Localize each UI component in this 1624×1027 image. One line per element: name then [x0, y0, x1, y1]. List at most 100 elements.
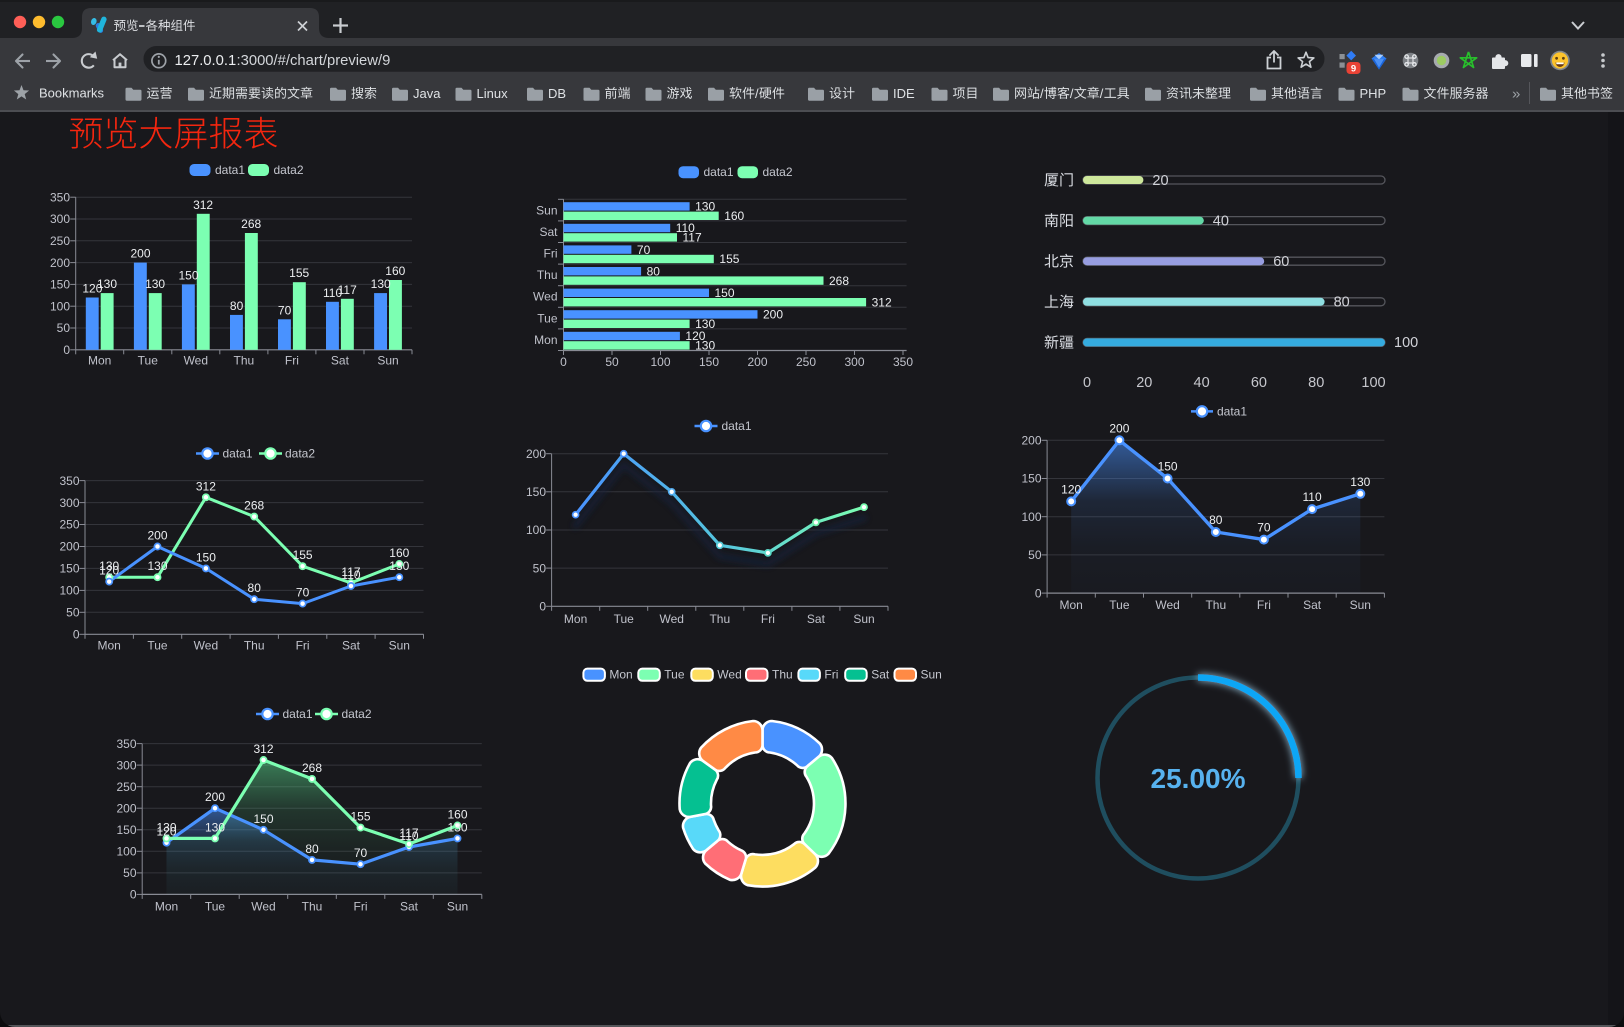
svg-text:150: 150	[1158, 460, 1178, 474]
svg-text:data1: data1	[283, 707, 313, 721]
svg-text:20: 20	[1152, 173, 1168, 189]
svg-text:160: 160	[385, 264, 405, 278]
svg-text:DB: DB	[548, 86, 566, 101]
svg-text:117: 117	[338, 283, 357, 297]
svg-text:110: 110	[323, 286, 342, 300]
svg-text:Thu: Thu	[537, 268, 558, 282]
svg-text:Tue: Tue	[205, 900, 226, 914]
svg-text:Wed: Wed	[533, 290, 557, 304]
svg-text:Sun: Sun	[389, 638, 410, 652]
svg-text:80: 80	[1308, 375, 1324, 391]
svg-text:268: 268	[244, 499, 264, 513]
svg-text:data1: data1	[223, 447, 253, 461]
svg-text:110: 110	[341, 568, 360, 582]
svg-text:Tue: Tue	[537, 311, 558, 325]
svg-text:50: 50	[605, 355, 619, 369]
svg-text:50: 50	[66, 606, 80, 620]
svg-text:70: 70	[354, 846, 368, 860]
svg-text:117: 117	[683, 231, 702, 245]
svg-text:155: 155	[289, 266, 309, 280]
svg-text:Mon: Mon	[98, 638, 121, 652]
svg-text:150: 150	[59, 562, 79, 576]
svg-text:200: 200	[130, 247, 150, 261]
svg-text:Bookmarks: Bookmarks	[39, 86, 105, 101]
svg-text:155: 155	[719, 252, 739, 266]
svg-text:data1: data1	[1217, 405, 1247, 419]
svg-text:200: 200	[1109, 421, 1129, 435]
svg-text:»: »	[1512, 86, 1520, 103]
svg-text:312: 312	[196, 479, 216, 493]
svg-text:200: 200	[147, 529, 167, 543]
svg-text:150: 150	[178, 268, 198, 282]
svg-text:Mon: Mon	[155, 900, 178, 914]
svg-text:80: 80	[230, 299, 244, 313]
svg-text:300: 300	[50, 212, 70, 226]
svg-text:Wed: Wed	[659, 612, 683, 626]
svg-text:Sun: Sun	[377, 354, 398, 368]
svg-text:150: 150	[715, 286, 735, 300]
svg-text:80: 80	[305, 842, 319, 856]
svg-text:Thu: Thu	[772, 668, 793, 682]
svg-text:117: 117	[341, 565, 360, 579]
svg-text:120: 120	[82, 282, 102, 296]
svg-text:100: 100	[1361, 375, 1385, 391]
svg-text:Sat: Sat	[342, 638, 361, 652]
svg-text:Wed: Wed	[717, 668, 741, 682]
svg-text:130: 130	[145, 277, 165, 291]
svg-text:/: /	[1040, 86, 1044, 101]
svg-text:250: 250	[59, 518, 79, 532]
svg-text:150: 150	[50, 278, 70, 292]
svg-text:200: 200	[205, 790, 225, 804]
svg-text:350: 350	[893, 355, 913, 369]
svg-text:70: 70	[278, 303, 292, 317]
svg-text:Tue: Tue	[1109, 598, 1130, 612]
svg-text:50: 50	[1028, 548, 1042, 562]
svg-text:/: /	[1100, 86, 1104, 101]
svg-text:Thu: Thu	[1205, 598, 1226, 612]
svg-text:Sun: Sun	[1350, 598, 1371, 612]
svg-text:25.00%: 25.00%	[1151, 763, 1246, 794]
svg-text:160: 160	[389, 546, 409, 560]
svg-text:Sat: Sat	[400, 900, 419, 914]
svg-text:Fri: Fri	[544, 247, 558, 261]
svg-text:data1: data1	[722, 419, 752, 433]
svg-text:data2: data2	[274, 163, 304, 177]
svg-text:117: 117	[399, 826, 418, 840]
svg-text:160: 160	[447, 808, 467, 822]
svg-text:/: /	[1070, 86, 1074, 101]
svg-text:Thu: Thu	[234, 354, 255, 368]
svg-text:Fri: Fri	[824, 668, 838, 682]
svg-text:data1: data1	[215, 163, 245, 177]
svg-text:250: 250	[796, 355, 816, 369]
svg-text:100: 100	[526, 523, 546, 537]
svg-text:350: 350	[116, 737, 136, 751]
svg-text:200: 200	[59, 540, 79, 554]
svg-text:127.0.0.1: 127.0.0.1	[175, 53, 237, 69]
svg-text:0: 0	[73, 628, 80, 642]
svg-text:Wed: Wed	[251, 900, 275, 914]
svg-text:data2: data2	[342, 707, 372, 721]
svg-text:100: 100	[1394, 335, 1418, 351]
svg-text:Sat: Sat	[331, 354, 350, 368]
svg-text:Java: Java	[413, 86, 441, 101]
svg-text:Sun: Sun	[447, 900, 468, 914]
svg-text:Sat: Sat	[871, 668, 890, 682]
svg-text:Fri: Fri	[354, 900, 368, 914]
svg-text:150: 150	[526, 485, 546, 499]
svg-text:0: 0	[1035, 586, 1042, 600]
svg-text:150: 150	[253, 812, 273, 826]
svg-text:Sat: Sat	[539, 225, 558, 239]
svg-text:120: 120	[99, 564, 119, 578]
svg-text:Tue: Tue	[138, 354, 159, 368]
svg-text:130: 130	[695, 339, 715, 353]
svg-text:120: 120	[1061, 482, 1081, 496]
svg-text:0: 0	[63, 343, 70, 357]
svg-text:130: 130	[389, 559, 409, 573]
svg-text:268: 268	[829, 274, 849, 288]
svg-text:80: 80	[1334, 295, 1350, 311]
svg-text:Fri: Fri	[1257, 598, 1271, 612]
svg-text:250: 250	[116, 780, 136, 794]
svg-text:312: 312	[872, 295, 892, 309]
svg-text:Wed: Wed	[184, 354, 208, 368]
svg-text:70: 70	[637, 243, 651, 257]
